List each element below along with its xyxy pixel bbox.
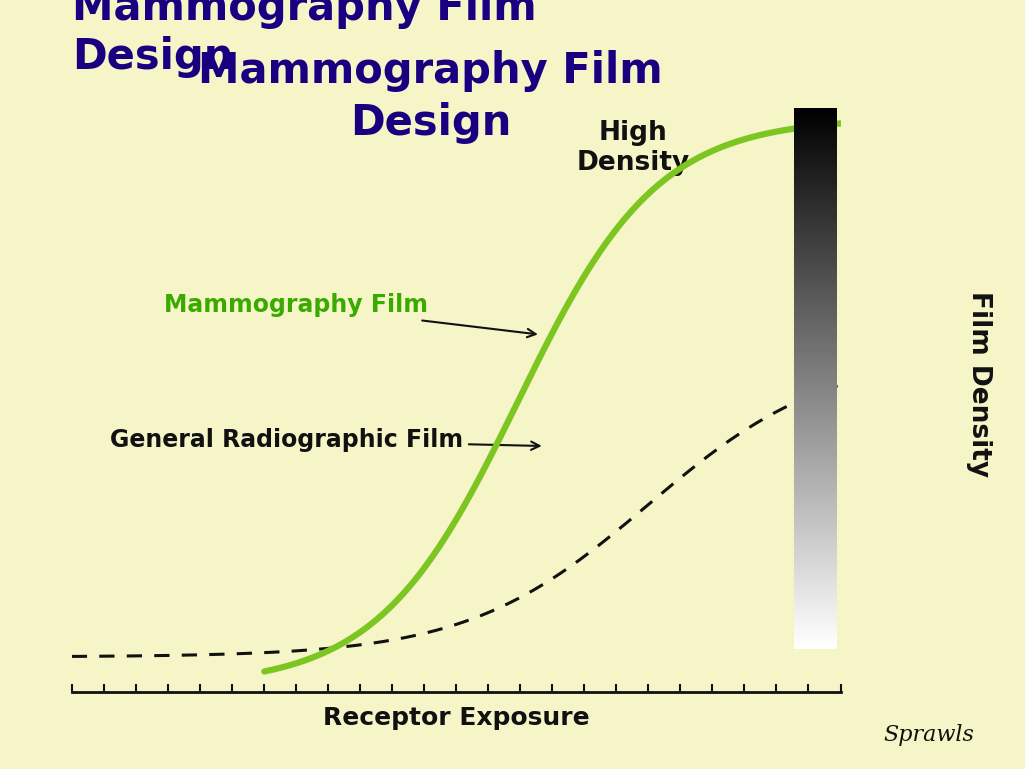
X-axis label: Receptor Exposure: Receptor Exposure [323,706,589,730]
Text: Film Density: Film Density [966,291,992,478]
Text: General Radiographic Film: General Radiographic Film [111,428,539,452]
Text: High
Density: High Density [576,120,690,176]
Text: Mammography Film
Design: Mammography Film Design [72,0,536,78]
Text: Sprawls: Sprawls [883,724,974,746]
Text: Mammography Film: Mammography Film [164,294,536,338]
Text: Mammography Film
Design: Mammography Film Design [198,50,663,144]
